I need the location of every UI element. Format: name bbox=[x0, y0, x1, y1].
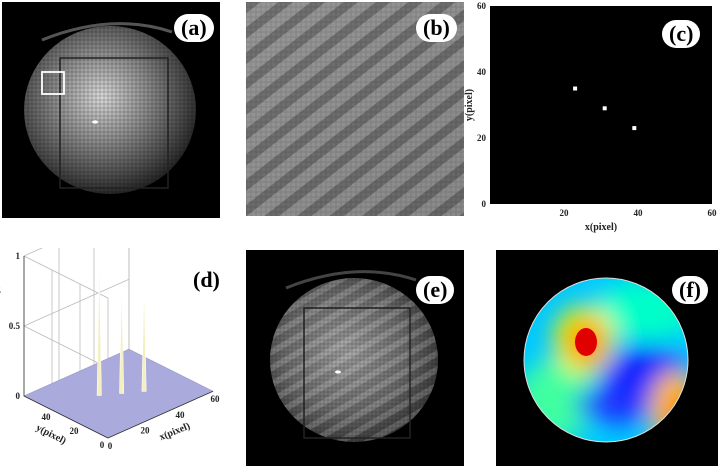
x-tick-c-2: 60 bbox=[708, 208, 718, 218]
panel-c-label: (c) bbox=[662, 20, 701, 48]
panel-e: (e) bbox=[246, 250, 464, 466]
y-tick-d-0: 0 bbox=[100, 440, 105, 450]
x-tick-d-1: 20 bbox=[141, 425, 151, 435]
panel-a-label: (a) bbox=[174, 14, 214, 42]
panel-e-label: (e) bbox=[416, 276, 455, 304]
y-tick-d-1: 20 bbox=[70, 426, 80, 436]
peak-point-1 bbox=[602, 106, 607, 111]
panel-b: (b) bbox=[246, 2, 464, 216]
z-tick-d-1: 0.5 bbox=[9, 321, 21, 331]
x-tick-d-0: 0 bbox=[108, 441, 113, 451]
panel-d-label: (d) bbox=[186, 266, 227, 294]
fiber-region-box bbox=[59, 57, 169, 189]
y-axis-label-d: y(pixel) bbox=[34, 422, 68, 446]
grid-back-z-2 bbox=[23, 248, 43, 257]
surface-peak-0 bbox=[96, 262, 102, 396]
panel-d: 0 20 40 60 0 20 40 0 0.5 1 x(pixel) y(pixel) z(relat… bbox=[0, 248, 240, 468]
y-tick-d-2: 40 bbox=[42, 412, 52, 422]
grid-left-z-1 bbox=[23, 325, 109, 369]
x-axis-line-d bbox=[107, 390, 214, 439]
surface-peak-2 bbox=[141, 286, 147, 392]
x-tick-d-2: 40 bbox=[176, 410, 186, 420]
zoom-box bbox=[41, 71, 65, 95]
panel-b-label: (b) bbox=[416, 14, 457, 42]
x-tick-c-0: 20 bbox=[560, 208, 570, 218]
y-tick-c-2: 40 bbox=[477, 67, 487, 77]
panel-f-label: (f) bbox=[672, 276, 708, 304]
peak-point-2 bbox=[632, 126, 637, 131]
y-tick-c-1: 20 bbox=[477, 133, 487, 143]
z-tick-d-2: 1 bbox=[16, 251, 21, 261]
x-axis-label-c: x(pixel) bbox=[585, 222, 617, 233]
y-axis-label-c: y(pixel) bbox=[464, 89, 475, 121]
y-tick-c-3: 60 bbox=[477, 1, 487, 11]
z-tick-d-0: 0 bbox=[16, 391, 21, 401]
x-tick-d-3: 60 bbox=[211, 394, 221, 404]
chart-d: 0 20 40 60 0 20 40 0 0.5 1 x(pixel) y(pixel) z(relat… bbox=[0, 248, 221, 451]
panel-a: (a) bbox=[2, 2, 220, 218]
x-tick-c-1: 40 bbox=[634, 208, 644, 218]
y-tick-c-0: 0 bbox=[482, 199, 487, 209]
grid-back-z-1 bbox=[23, 278, 130, 327]
surface-peak-1 bbox=[119, 288, 125, 394]
z-axis-label-d: z(relative intensity) bbox=[0, 285, 1, 367]
peak-point-0 bbox=[573, 86, 578, 91]
panel-f: (f) bbox=[496, 250, 718, 466]
panel-c: 20 40 60 0 20 40 60 x(pixel) y(pixel) (c) bbox=[462, 0, 718, 234]
y-axis-line-d bbox=[23, 395, 109, 439]
grid-left-z-2 bbox=[23, 255, 109, 299]
x-axis-label-d: x(pixel) bbox=[158, 421, 192, 443]
